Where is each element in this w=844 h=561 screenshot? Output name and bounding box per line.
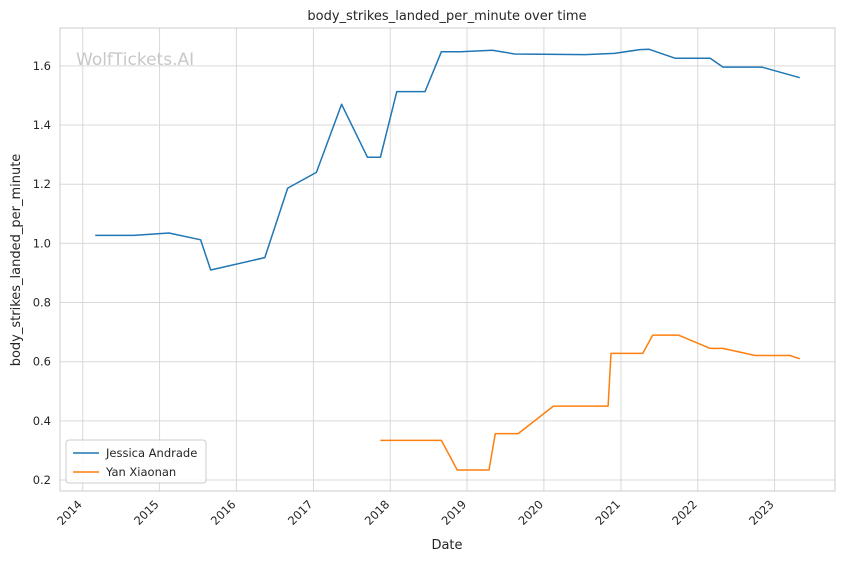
series-lines (95, 48, 801, 471)
series-line-yan-xiaonan (380, 334, 801, 471)
y-tick-label: 1.4 (33, 118, 51, 132)
y-tick-label: 0.8 (33, 296, 51, 310)
plot-frame (59, 27, 836, 492)
legend-box (65, 439, 207, 484)
x-axis-label: Date (431, 538, 462, 553)
legend-label-jessica-andrade: Jessica Andrade (105, 446, 197, 460)
y-tick-label: 0.6 (33, 355, 51, 369)
grid (60, 28, 835, 491)
y-tick-label: 1.2 (33, 177, 51, 191)
chart-title: body_strikes_landed_per_minute over time (307, 9, 586, 24)
legend-label-yan-xiaonan: Yan Xiaonan (105, 465, 176, 479)
y-axis-label: body_strikes_landed_per_minute (9, 154, 24, 367)
y-tick-label: 1.6 (33, 59, 51, 73)
y-tick-labels: 0.2 0.4 0.6 0.8 1.0 1.2 1.4 1.6 (33, 59, 51, 487)
y-tick-label: 0.4 (33, 414, 51, 428)
watermark: WolfTickets.AI (76, 50, 194, 70)
series-line-jessica-andrade (95, 48, 801, 271)
y-tick-label: 0.2 (33, 473, 51, 487)
legend: Jessica Andrade Yan Xiaonan (65, 439, 207, 484)
y-tick-label: 1.0 (33, 236, 51, 250)
